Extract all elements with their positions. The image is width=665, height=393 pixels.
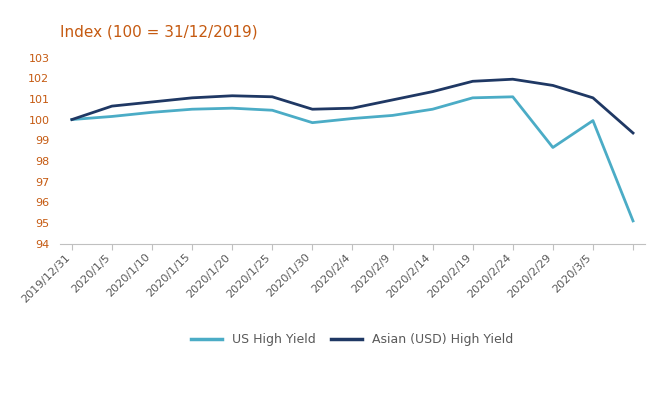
Asian (USD) High Yield bbox=[108, 104, 116, 108]
US High Yield bbox=[148, 110, 156, 115]
Asian (USD) High Yield bbox=[589, 95, 597, 100]
Asian (USD) High Yield bbox=[469, 79, 477, 84]
US High Yield bbox=[309, 120, 317, 125]
Asian (USD) High Yield bbox=[388, 97, 396, 102]
Asian (USD) High Yield bbox=[188, 95, 196, 100]
Line: US High Yield: US High Yield bbox=[72, 97, 633, 221]
Asian (USD) High Yield bbox=[348, 106, 356, 110]
US High Yield bbox=[228, 106, 236, 110]
US High Yield bbox=[589, 118, 597, 123]
US High Yield bbox=[268, 108, 276, 113]
US High Yield bbox=[348, 116, 356, 121]
Asian (USD) High Yield bbox=[68, 117, 76, 122]
US High Yield bbox=[549, 145, 557, 150]
Line: Asian (USD) High Yield: Asian (USD) High Yield bbox=[72, 79, 633, 133]
US High Yield bbox=[469, 95, 477, 100]
US High Yield bbox=[188, 107, 196, 112]
US High Yield bbox=[388, 113, 396, 118]
Text: Index (100 = 31/12/2019): Index (100 = 31/12/2019) bbox=[60, 24, 257, 39]
Asian (USD) High Yield bbox=[549, 83, 557, 88]
Legend: US High Yield, Asian (USD) High Yield: US High Yield, Asian (USD) High Yield bbox=[186, 329, 519, 351]
US High Yield bbox=[629, 219, 637, 223]
Asian (USD) High Yield bbox=[268, 94, 276, 99]
Asian (USD) High Yield bbox=[509, 77, 517, 82]
Asian (USD) High Yield bbox=[228, 94, 236, 98]
Asian (USD) High Yield bbox=[309, 107, 317, 112]
US High Yield bbox=[429, 107, 437, 112]
US High Yield bbox=[108, 114, 116, 119]
Asian (USD) High Yield bbox=[629, 130, 637, 135]
US High Yield bbox=[509, 94, 517, 99]
US High Yield bbox=[68, 117, 76, 122]
Asian (USD) High Yield bbox=[148, 99, 156, 104]
Asian (USD) High Yield bbox=[429, 89, 437, 94]
